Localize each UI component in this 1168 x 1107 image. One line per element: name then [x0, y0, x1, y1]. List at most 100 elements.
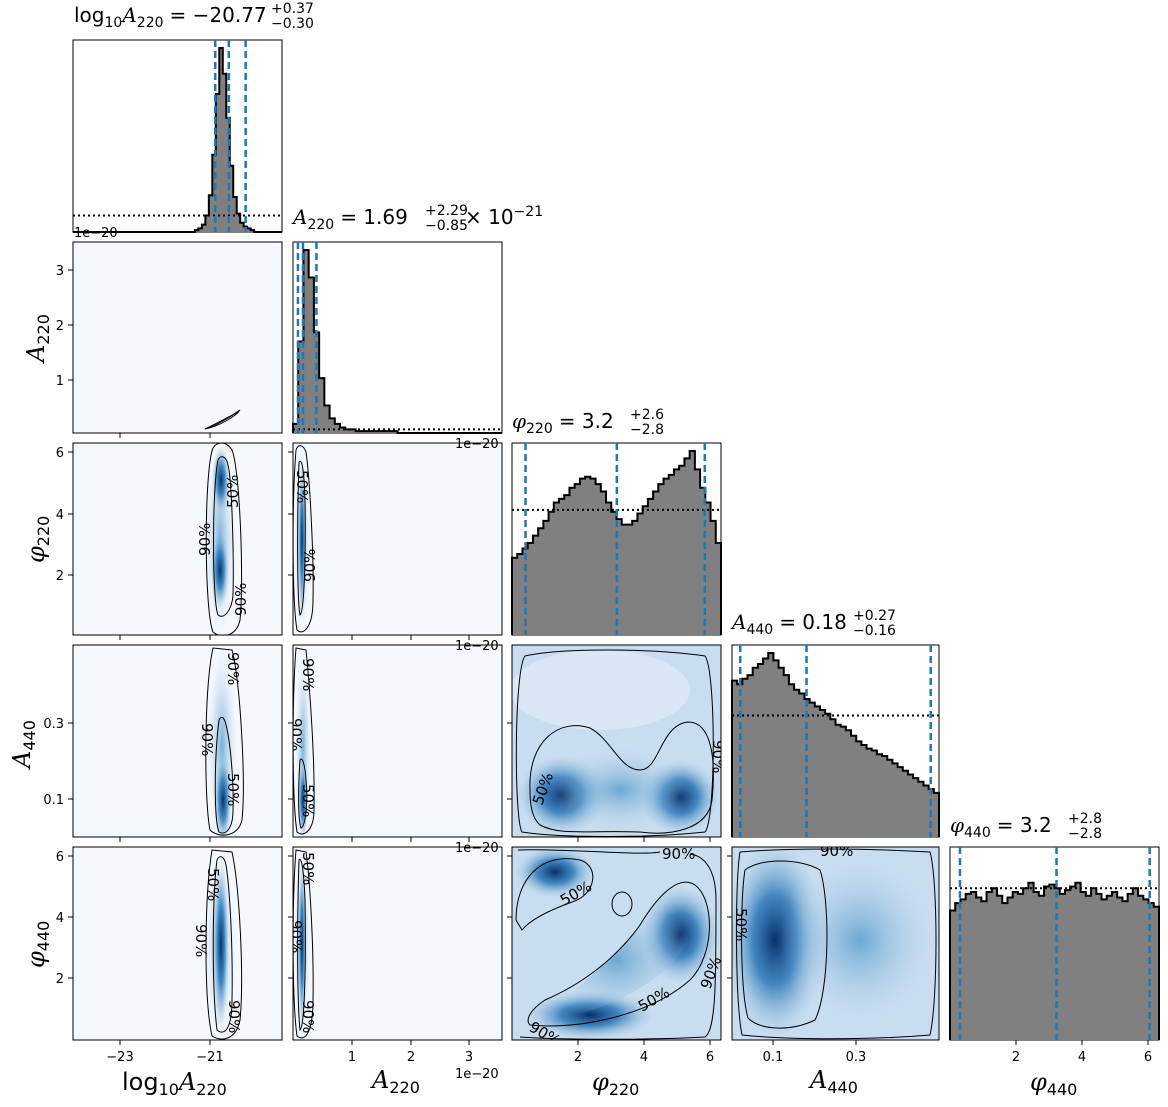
histogram-bar — [913, 778, 919, 837]
histogram-bar — [923, 785, 930, 837]
density-phi220-logA220: 90% 50% 90% — [196, 443, 250, 635]
histogram-bar — [902, 770, 909, 837]
histogram-bar — [1143, 899, 1149, 1040]
panel-frames — [72, 39, 1160, 1041]
histogram-bar — [783, 675, 790, 837]
histogram-bar — [856, 741, 862, 837]
histogram-bar — [1117, 897, 1123, 1040]
histogram-bar — [825, 713, 831, 837]
contour-label: 90% — [224, 652, 242, 685]
panel-2d-phi440-A220 — [293, 847, 502, 1040]
histogram-bar — [897, 767, 904, 837]
histogram-bar — [830, 719, 836, 837]
histogram-bar — [215, 94, 220, 232]
histogram-bar — [679, 465, 685, 635]
histogram-bar — [247, 228, 252, 232]
histogram-bar — [548, 511, 555, 635]
svg-text:+2.8: +2.8 — [1068, 811, 1102, 827]
frame-2d-A440-phi220 — [511, 644, 722, 838]
histogram-outline — [292, 249, 502, 434]
histogram-bar — [205, 215, 210, 232]
histogram-bar — [298, 341, 304, 433]
svg-text:+0.27: +0.27 — [853, 608, 896, 624]
histogram-bar — [694, 469, 701, 635]
histogram-bar — [684, 458, 691, 635]
histogram-bar — [763, 658, 769, 837]
contour-label: 50% — [224, 773, 242, 806]
histogram-bar — [918, 781, 924, 837]
histogram-bar — [882, 756, 888, 837]
svg-text:log10A220= −20.77: log10A220 = −20.77 — [74, 3, 267, 31]
histogram-bar — [658, 484, 664, 635]
histogram-bar — [1106, 895, 1113, 1040]
histogram-bar — [715, 543, 722, 635]
contour-label: 90% — [225, 1000, 243, 1033]
histogram-bar — [1023, 888, 1029, 1040]
contour-label: 50% — [299, 852, 317, 885]
contour-label: 90% — [287, 920, 305, 953]
offset-text-A220-diag-1: 1e−20 — [455, 437, 499, 452]
y-tick-label: 1 — [56, 374, 64, 389]
histogram-A440 — [731, 645, 940, 837]
histogram-bar — [512, 557, 518, 635]
histogram-bar — [329, 418, 336, 433]
histogram-bar — [933, 792, 940, 837]
x-tick-label: −23 — [106, 1050, 133, 1065]
y-tick-label: 6 — [56, 850, 64, 865]
frame-2d-phi440-A220 — [292, 846, 503, 1041]
histogram-bar — [689, 451, 696, 635]
histogram-bar — [1070, 886, 1076, 1040]
x-axis-phi220: 2 4 6 φ220 — [574, 1040, 714, 1099]
frame-2d-phi220-logA220 — [72, 442, 283, 636]
histogram-bar — [1091, 888, 1097, 1040]
histogram-bar — [861, 745, 867, 837]
histogram-bar — [553, 502, 560, 635]
histogram-bar — [663, 478, 670, 635]
histogram-bar — [950, 910, 956, 1040]
histogram-bar — [960, 899, 967, 1040]
density-A440-logA220: 90% 90% 50% — [198, 645, 244, 837]
y-axis-label-phi220: φ220 — [22, 516, 53, 563]
histogram-outline — [949, 881, 1160, 1040]
x-tick-label: 1 — [348, 1050, 356, 1065]
svg-text:+2.29: +2.29 — [425, 203, 468, 219]
histogram-bar — [569, 487, 576, 635]
x-tick-label: 3 — [465, 1050, 473, 1065]
contour-label: 90% — [192, 924, 210, 957]
frame-2d-phi440-logA220 — [72, 846, 283, 1041]
contour-label: 90% — [299, 658, 317, 691]
histogram-bar — [219, 48, 224, 232]
histogram-bar — [1138, 895, 1144, 1040]
x-axis-phi440: 2 4 6 φ440 — [1012, 1040, 1152, 1099]
histogram-bar — [1127, 893, 1134, 1040]
svg-text:A440= 0.18: A440 = 0.18 — [730, 610, 847, 638]
panel-2d-A440-logA220 — [73, 645, 282, 837]
histogram-bar — [1122, 901, 1129, 1040]
contour-label: 90% — [299, 1000, 317, 1033]
histogram-bar — [871, 750, 878, 837]
histogram-bar — [1153, 906, 1160, 1040]
svg-text:−2.8: −2.8 — [1068, 826, 1102, 842]
histogram-bar — [313, 332, 320, 433]
histograms-1d — [73, 40, 1160, 1040]
histogram-bar — [585, 476, 591, 635]
title-A440: A440 = 0.18 +0.27 −0.16 — [730, 608, 896, 639]
svg-text:−0.30: −0.30 — [271, 16, 314, 32]
svg-text:φ220= 3.2: φ220 = 3.2 — [512, 409, 614, 437]
histogram-outline — [731, 652, 940, 837]
histogram-bar — [647, 498, 654, 635]
histogram-bar — [788, 684, 795, 837]
y-axis-phi440: 6 4 2 φ440 — [22, 850, 73, 987]
histogram-bar — [876, 754, 883, 837]
y-axis-label-A220: A220 — [22, 314, 53, 364]
histogram-bar — [997, 895, 1003, 1040]
histogram-bar — [616, 519, 623, 635]
histogram-bar — [222, 73, 227, 232]
histogram-bar — [324, 405, 330, 433]
histogram-bar — [757, 664, 764, 837]
frame-2d-A440-A220 — [292, 644, 503, 838]
histogram-bar — [668, 474, 675, 635]
y-axis-phi220: 6 4 2 φ220 — [22, 446, 73, 584]
histogram-bar — [637, 513, 644, 635]
svg-text:× 10−21: × 10−21 — [465, 204, 543, 229]
